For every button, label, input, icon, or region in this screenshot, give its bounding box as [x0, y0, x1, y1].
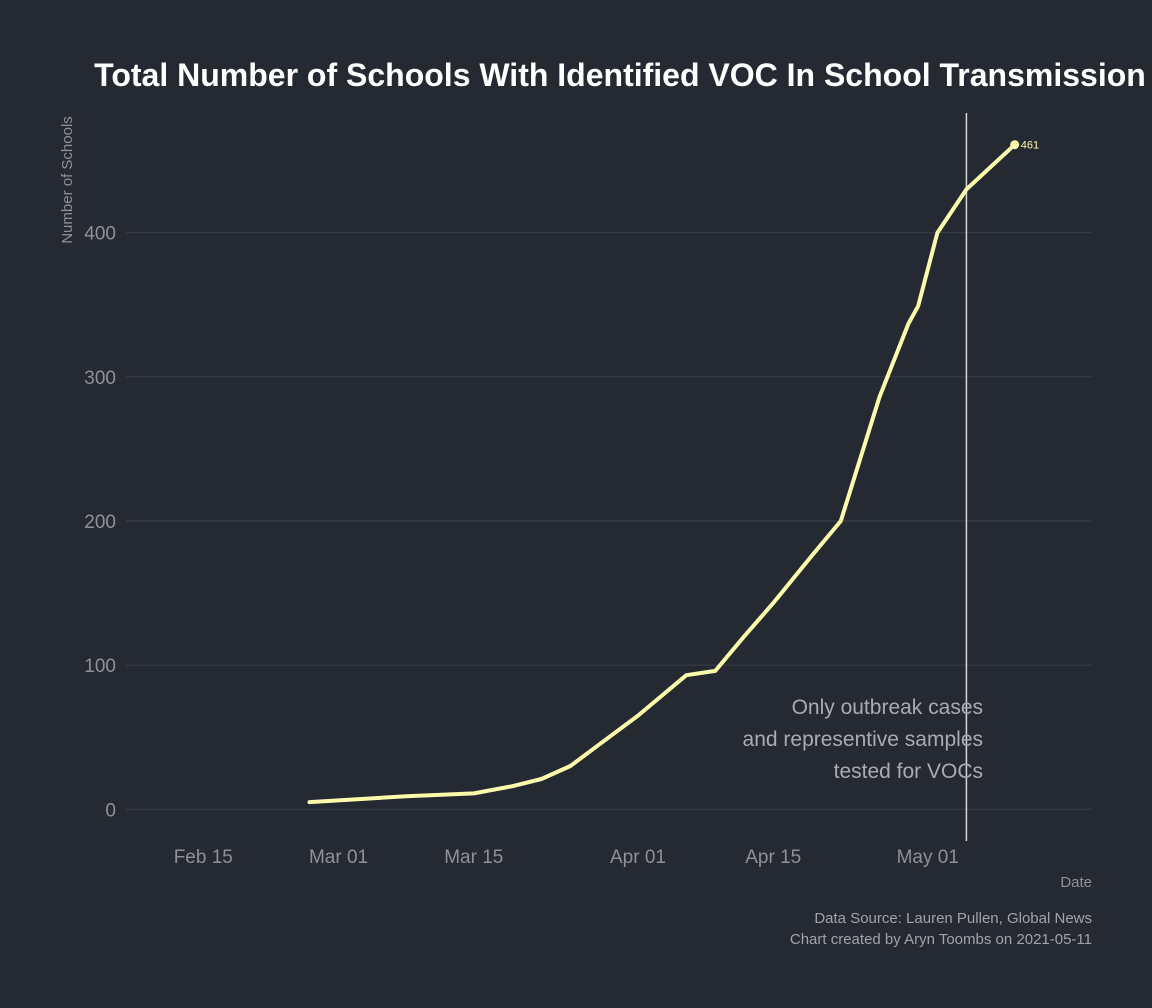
x-tick-label-1: Mar 01 [309, 847, 368, 868]
caption-line-1: Chart created by Aryn Toombs on 2021-05-… [790, 931, 1092, 948]
y-tick-label-400: 400 [84, 224, 116, 245]
x-tick-label-4: Apr 15 [745, 847, 801, 868]
x-tick-label-2: Mar 15 [444, 847, 503, 868]
grid-lines [126, 232, 1092, 810]
y-tick-label-300: 300 [84, 368, 116, 389]
endpoint-value-label: 461 [1021, 140, 1039, 152]
annotation-line-2: tested for VOCs [834, 760, 983, 783]
y-axis-title: Number of Schools [59, 116, 76, 244]
y-tick-label-0: 0 [105, 800, 116, 821]
y-tick-label-100: 100 [84, 656, 116, 677]
series-group: 461 [307, 140, 1039, 805]
annotation-line-1: and representive samples [743, 728, 983, 751]
y-axis-ticks: 0 100 200 300 400 [84, 224, 116, 822]
x-axis-ticks: Feb 15 Mar 01 Mar 15 Apr 01 Apr 15 May 01 [174, 847, 959, 868]
x-tick-label-0: Feb 15 [174, 847, 233, 868]
annotation-line-0: Only outbreak cases [792, 696, 983, 719]
y-tick-label-200: 200 [84, 512, 116, 533]
x-tick-label-5: May 01 [897, 847, 959, 868]
x-axis-title: Date [1060, 874, 1092, 891]
chart-title: Total Number of Schools With Identified … [94, 57, 1146, 93]
annotation-group: Only outbreak cases and representive samp… [743, 696, 983, 783]
caption-group: Data Source: Lauren Pullen, Global News C… [790, 910, 1092, 948]
series-line [307, 142, 1017, 805]
caption-line-0: Data Source: Lauren Pullen, Global News [814, 910, 1092, 927]
series-endpoint [1010, 140, 1020, 150]
x-tick-label-3: Apr 01 [610, 847, 666, 868]
